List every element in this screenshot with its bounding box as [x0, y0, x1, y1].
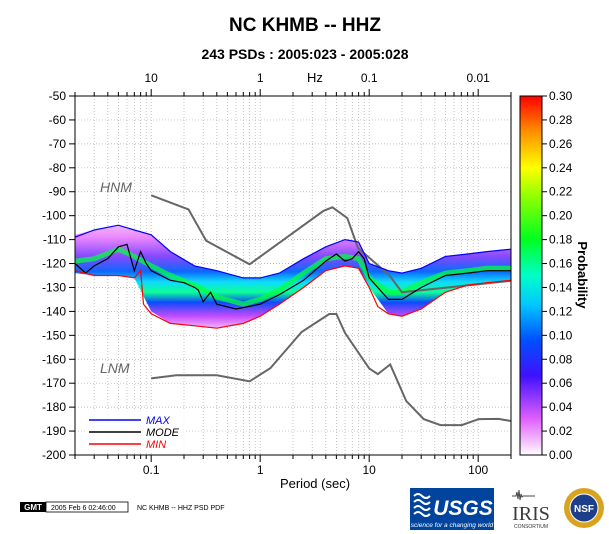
colorbar-tick-label: 0.00	[549, 448, 573, 462]
nsf-logo: NSF	[564, 488, 604, 528]
y-tick-label: -190	[42, 424, 66, 438]
y-tick-label: -160	[42, 352, 66, 366]
y-tick-label: -150	[42, 328, 66, 342]
y-tick-label: -170	[42, 376, 66, 390]
y-tick-label: -180	[42, 400, 66, 414]
hnm-label: HNM	[100, 179, 132, 195]
colorbar-tick-label: 0.12	[549, 304, 573, 318]
colorbar-tick-label: 0.24	[549, 161, 573, 175]
x-tick-label: 100	[468, 463, 488, 477]
x-tick-label: 0.1	[143, 463, 160, 477]
colorbar-tick-label: 0.28	[549, 113, 573, 127]
footer-timestamp: 2005 Feb 6 02:46:00	[51, 505, 116, 512]
x-axis-label: Period (sec)	[280, 476, 350, 491]
timestamp-box	[45, 501, 129, 513]
usgs-name: USGS	[433, 497, 493, 520]
colorbar-tick-label: 0.06	[549, 376, 573, 390]
grid	[75, 96, 511, 455]
colorbar-tick-label: 0.14	[549, 280, 573, 294]
y-tick-label: -80	[49, 161, 67, 175]
x-tick-label: 10	[363, 463, 377, 477]
colorbar-tick-label: 0.30	[549, 89, 573, 103]
colorbar	[519, 95, 543, 456]
colorbar-tick-label: 0.16	[549, 257, 573, 271]
colorbar-tick-label: 0.04	[549, 400, 573, 414]
x2-tick-label: 0.1	[361, 71, 378, 85]
legend-max-label: MAX	[146, 415, 171, 427]
colorbar-tick-label: 0.18	[549, 233, 573, 247]
usgs-logo: USGS science for a changing world	[410, 488, 494, 530]
y-tick-label: -70	[49, 137, 67, 151]
x2-tick-label: 0.01	[467, 71, 491, 85]
y-tick-label: -200	[42, 448, 66, 462]
colorbar-tick-label: 0.26	[549, 137, 573, 151]
gmt-badge	[20, 502, 46, 512]
min-line	[75, 265, 511, 329]
colorbar-tick-label: 0.10	[549, 328, 573, 342]
iris-name: IRIS	[512, 503, 550, 525]
y-tick-label: -140	[42, 304, 66, 318]
y-tick-label: -90	[49, 185, 67, 199]
colorbar-label: Probability	[575, 241, 590, 309]
footer-caption: NC KHMB -- HHZ PSD PDF	[137, 505, 225, 512]
y-tick-label: -110	[43, 233, 66, 247]
x2-axis-label: Hz	[307, 70, 323, 85]
lnm-line	[151, 313, 511, 427]
y-tick-label: -130	[42, 280, 66, 294]
mode-line	[75, 243, 511, 310]
lnm-label: LNM	[100, 360, 130, 376]
nsf-name: NSF	[574, 504, 594, 515]
legend-mode-label: MODE	[146, 427, 180, 439]
y-tick-label: -120	[42, 257, 66, 271]
hnm-line	[150, 194, 511, 294]
y-tick-label: -50	[49, 89, 67, 103]
x-tick-label: 1	[257, 463, 264, 477]
iris-caption: CONSORTIUM	[514, 524, 548, 530]
colorbar-tick-label: 0.22	[549, 185, 573, 199]
gmt-badge-text: GMT	[24, 503, 42, 512]
y-tick-label: -60	[49, 113, 67, 127]
colorbar-tick-label: 0.02	[549, 424, 573, 438]
usgs-tagline: science for a changing world	[411, 522, 494, 529]
x2-tick-label: 1	[257, 71, 264, 85]
max-line	[75, 224, 511, 279]
colorbar-tick-label: 0.20	[549, 209, 573, 223]
x2-tick-label: 10	[145, 71, 159, 85]
pdf-density-band	[75, 225, 511, 329]
y-tick-label: -100	[42, 209, 66, 223]
legend-min-label: MIN	[146, 439, 166, 451]
legend: MAX MODE MIN	[86, 411, 186, 451]
iris-logo: IRIS CONSORTIUM	[512, 489, 550, 530]
chart-title: NC KHMB -- HHZ	[229, 15, 381, 36]
chart-subtitle: 243 PSDs : 2005:023 - 2005:028	[201, 46, 408, 62]
colorbar-tick-label: 0.08	[549, 352, 573, 366]
